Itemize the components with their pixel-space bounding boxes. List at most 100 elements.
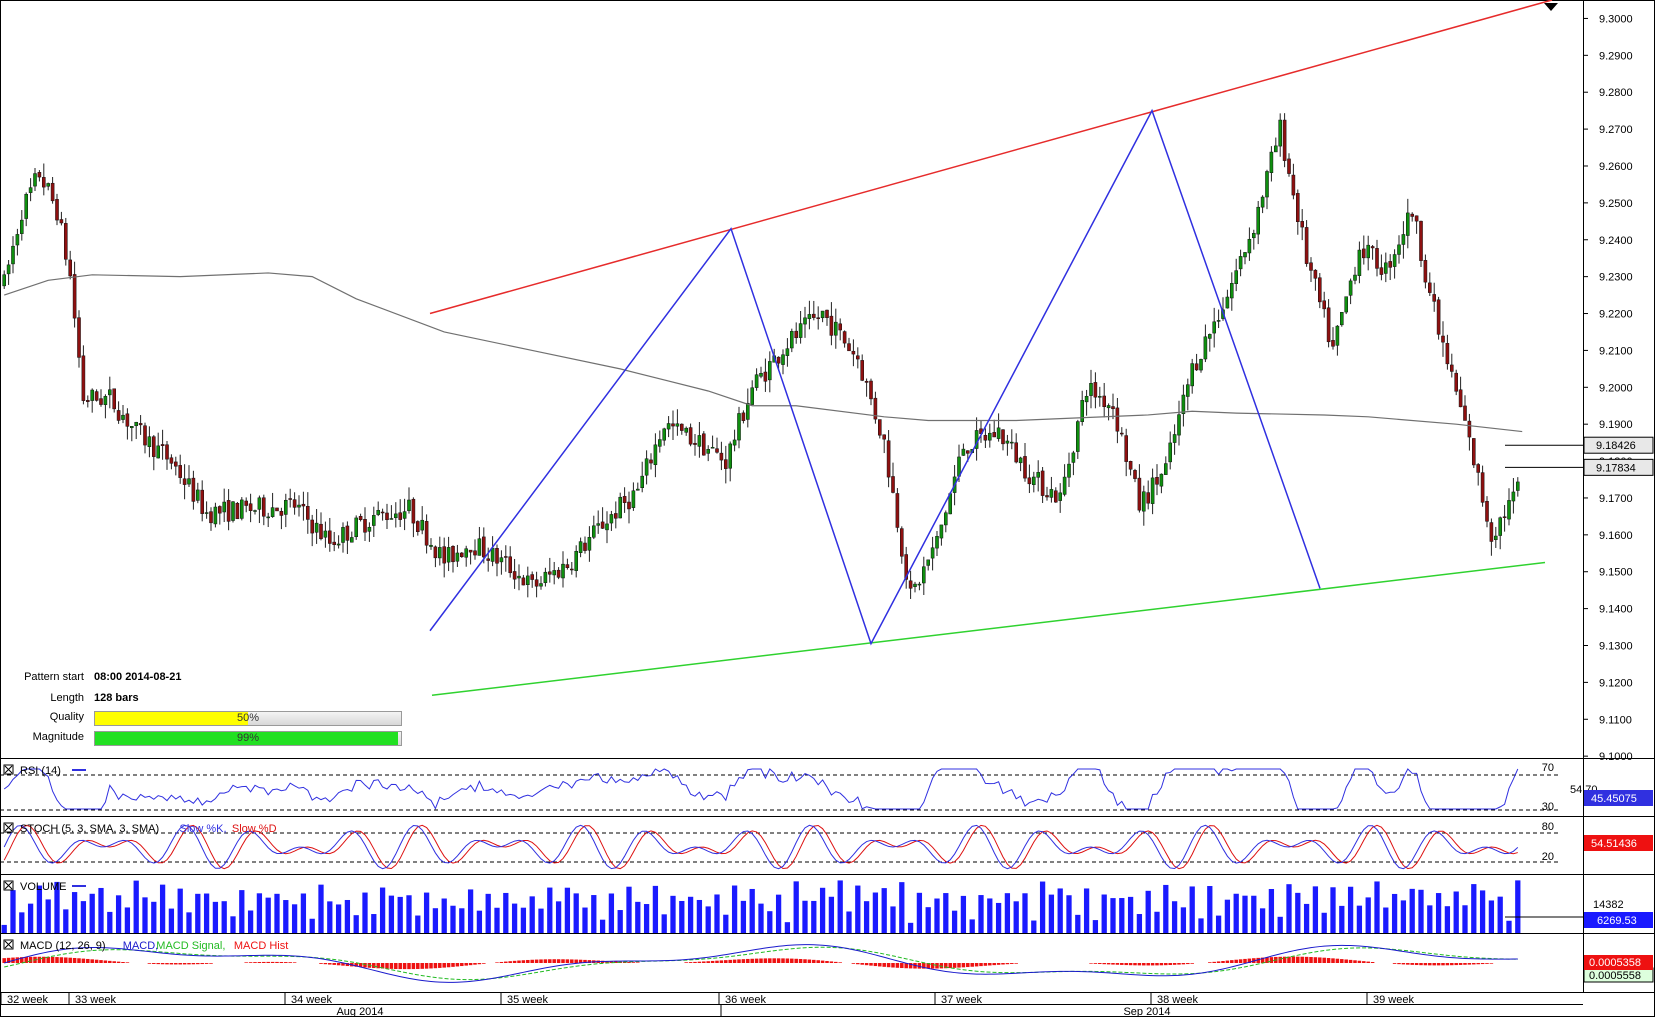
candle [882,434,886,454]
candle [262,494,266,526]
candle-body [1018,457,1023,464]
candle-body [310,519,314,534]
stoch-k-line [3,824,1519,870]
volume-bar [1198,918,1204,933]
candle [204,501,209,519]
candle [1370,244,1375,260]
candle [759,366,763,379]
candle [1318,273,1322,309]
candle [750,380,754,405]
candle [358,513,363,522]
candle-body [680,423,684,431]
candle-body [574,550,578,571]
volume-bar [520,907,527,933]
candle-body [508,556,512,574]
candle [72,261,77,328]
candle-body [842,331,847,344]
candle-body [1190,363,1194,387]
candle [1335,325,1340,356]
candle [504,545,508,572]
volume-bar [1031,920,1037,933]
candle [1458,376,1463,408]
macd-hist-bar [1322,957,1326,963]
volume-bar [591,895,597,933]
macd-hist-bar [781,958,785,963]
candle [310,514,314,547]
macd-hist-bar [169,963,174,965]
macd-hist-bar [6,957,11,963]
volume-bar [529,896,535,933]
candle-body [314,522,319,533]
candle-body [847,343,851,352]
candle-body [1441,335,1445,343]
candle [706,445,710,462]
macd-hist-bar [72,957,77,963]
candle [235,501,240,520]
macd-hist-bar [1304,956,1309,963]
volume-bar [1321,912,1327,933]
candle [1089,369,1093,409]
candle-body [94,391,99,401]
candle [1313,269,1318,291]
candle [636,482,640,491]
candle-body [156,445,160,459]
week-label: 32 week [7,994,48,1006]
volume-bar [599,919,606,933]
macd-hist-bar [820,960,825,963]
volume-bar [230,916,236,933]
macd-hist-bar [477,963,482,965]
candle-body [1397,244,1401,255]
candle [1278,113,1282,157]
candle [583,536,587,554]
price-tick-label: 9.1300 [1599,640,1633,652]
candle-body [1274,145,1278,153]
candle [169,454,174,470]
macd-hist-bar [631,962,636,963]
candle [156,432,160,459]
candle-body [1247,238,1252,254]
candle [860,354,864,382]
volume-bar [608,893,615,933]
candle [1480,465,1485,507]
candle [561,551,565,588]
candle-body [908,580,913,589]
volume-bar [1163,884,1169,933]
candle-body [534,579,539,587]
candle-body [807,314,812,320]
candle [336,535,341,549]
volume-bar [705,906,711,933]
candle [226,489,231,531]
candle [1005,434,1010,456]
macd-hist-bar [534,959,539,963]
candle-body [1133,470,1137,479]
candle-body [1357,249,1362,276]
volume-bar [547,887,553,933]
candle-body [622,496,627,503]
candle-body [1010,441,1014,444]
macd-hist-bar [372,963,376,969]
candle [297,495,301,517]
price-tick-label: 9.1200 [1599,677,1633,689]
macd-hist-bar [160,963,165,965]
volume-bar [450,905,456,933]
macd-hist-bar [1309,957,1313,963]
candle-body [794,330,798,339]
candle-body [1062,476,1067,495]
candle [1181,384,1186,427]
candle-body [891,476,895,493]
candle [1010,429,1014,450]
candle [372,506,376,538]
macd-hist-bar [332,963,336,965]
candle-body [1256,206,1260,235]
candle [138,415,143,435]
candle-body [851,350,856,355]
volume-bar [635,901,641,933]
candle-body [688,427,693,445]
volume-bar [1110,898,1116,933]
price-tick-label: 9.1400 [1599,604,1633,616]
candle [1203,324,1208,363]
candle-body [411,498,416,524]
stoch-value-text: 54.51436 [1591,838,1637,850]
candle-body [143,425,147,446]
